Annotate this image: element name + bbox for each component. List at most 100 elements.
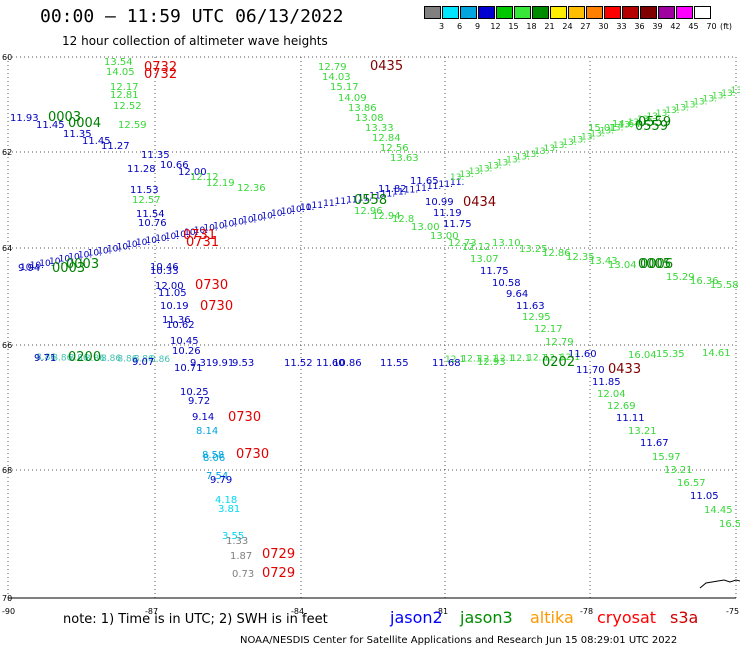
wave-height-value: 9.31 (190, 358, 212, 369)
pass-time-label: 0731 (183, 228, 216, 243)
track-value: 11. (404, 186, 418, 196)
track-value: 10. (281, 207, 295, 217)
wave-height-value: 12.00 (178, 167, 207, 178)
pass-time-label: 0559 (638, 115, 671, 130)
latitude-label: 68 (2, 466, 12, 475)
wave-height-value: 0.73 (232, 569, 254, 580)
wave-height-value: 9.53 (232, 358, 254, 369)
wave-height-value: 16.04 (628, 350, 657, 361)
wave-height-value: 13.04 (608, 260, 637, 271)
latitude-label: 64 (2, 244, 12, 253)
wave-height-value: 12.93 (477, 357, 506, 368)
color-swatch (622, 6, 639, 19)
longitude-label: -78 (580, 607, 593, 616)
wave-height-value: 11.28 (127, 164, 156, 175)
track-value: 8.86 (134, 355, 154, 365)
pass-time-label: 0732 (144, 60, 177, 75)
track-value: 10. (232, 218, 246, 228)
track-value: 12.1 (461, 355, 481, 365)
track-value: 11. (392, 188, 406, 198)
track-value: 13. (618, 121, 632, 131)
longitude-label: -75 (726, 607, 739, 616)
track-value: 12.1 (544, 353, 564, 363)
wave-height-value: 16.57 (677, 478, 706, 489)
track-value: 10. (300, 203, 314, 213)
longitude-label: -84 (291, 607, 304, 616)
wave-height-value: 8.58 (202, 450, 224, 461)
pass-time-label: 0433 (608, 362, 641, 377)
pass-time-label: 0729 (262, 566, 295, 581)
track-value: 10. (59, 255, 73, 265)
track-value: 10. (203, 224, 217, 234)
track-value: 10. (146, 236, 160, 246)
wave-height-value: 12.8 (392, 214, 414, 225)
wave-height-value: 11.05 (158, 288, 187, 299)
track-value: 12.1 (527, 354, 547, 364)
track-value: 10. (223, 220, 237, 230)
color-swatch (568, 6, 585, 19)
wave-height-value: 11.75 (443, 219, 472, 230)
track-value: 10. (252, 213, 266, 223)
track-value: 10. (290, 205, 304, 215)
wave-height-value: 11.70 (576, 365, 605, 376)
wave-height-value: 13.43 (589, 256, 618, 267)
map-grid (7, 56, 737, 599)
track-value: 13. (693, 98, 707, 108)
track-value: 13. (497, 159, 511, 169)
track-value: 13. (544, 144, 558, 154)
wave-height-value: 11.85 (592, 377, 621, 388)
wave-height-value: 10.86 (333, 358, 362, 369)
wave-height-value: 11.60 (316, 358, 345, 369)
track-value: 13. (450, 173, 464, 183)
wave-height-value: 12.17 (110, 82, 139, 93)
wave-height-value: 12.95 (522, 312, 551, 323)
wave-height-value: 10.19 (160, 301, 189, 312)
wave-height-value: 11.27 (101, 141, 130, 152)
pass-time-labels: 0732073204350003000400030003055905590558… (48, 59, 673, 581)
wave-height-value: 12.96 (354, 206, 383, 217)
color-scale-label: 24 (562, 22, 573, 31)
track-value: 11. (346, 195, 360, 205)
wave-height-value: 11.36 (162, 315, 191, 326)
track-value: 10. (242, 215, 256, 225)
track-value: 8.86 (36, 353, 56, 363)
track-value: 13. (675, 103, 689, 113)
track-value: 8.86 (150, 355, 170, 365)
wave-height-value: 13.21 (664, 465, 693, 476)
track-value: 13. (628, 118, 642, 128)
wave-height-value: 11.93 (10, 113, 39, 124)
color-swatch (478, 6, 495, 19)
page-subtitle: 12 hour collection of altimeter wave hei… (62, 34, 328, 48)
wave-height-value: 12.79 (545, 337, 574, 348)
track-value: 10. (49, 257, 63, 267)
wave-height-value: 15.01 (588, 123, 617, 134)
wave-height-value: 11.63 (516, 301, 545, 312)
legend-entry-cryosat: cryosat (597, 608, 657, 627)
wave-height-value: 11.68 (432, 358, 461, 369)
track-value: 11. (335, 197, 349, 207)
wave-height-value: 15.17 (330, 82, 359, 93)
track-value: 13. (553, 141, 567, 151)
color-scale-label: 42 (670, 22, 681, 31)
pass-time-label: 0003 (66, 257, 99, 272)
legend-entry-s3a: s3a (670, 608, 699, 627)
color-swatch (586, 6, 603, 19)
wave-height-value: 9.07 (132, 357, 154, 368)
pass-time-label: 0004 (68, 116, 101, 131)
track-value: 13. (469, 167, 483, 177)
track-value: 10. (213, 222, 227, 232)
wave-height-value: 12.57 (132, 195, 161, 206)
wave-height-value: 11.45 (36, 120, 65, 131)
color-scale-unit: (ft) (719, 22, 733, 31)
footer-credit: NOAA/NESDIS Center for Satellite Applica… (240, 635, 678, 646)
color-swatch (514, 6, 531, 19)
wave-height-value: 9.14 (192, 412, 214, 423)
color-scale-label: 6 (456, 22, 463, 31)
track-value: 13. (647, 112, 661, 122)
track-value: 13. (637, 115, 651, 125)
color-swatch (442, 6, 459, 19)
wave-height-value: 1.33 (226, 536, 248, 547)
color-swatch (694, 6, 711, 19)
wave-height-value: 10.71 (174, 363, 203, 374)
wave-height-value: 13.10 (492, 238, 521, 249)
